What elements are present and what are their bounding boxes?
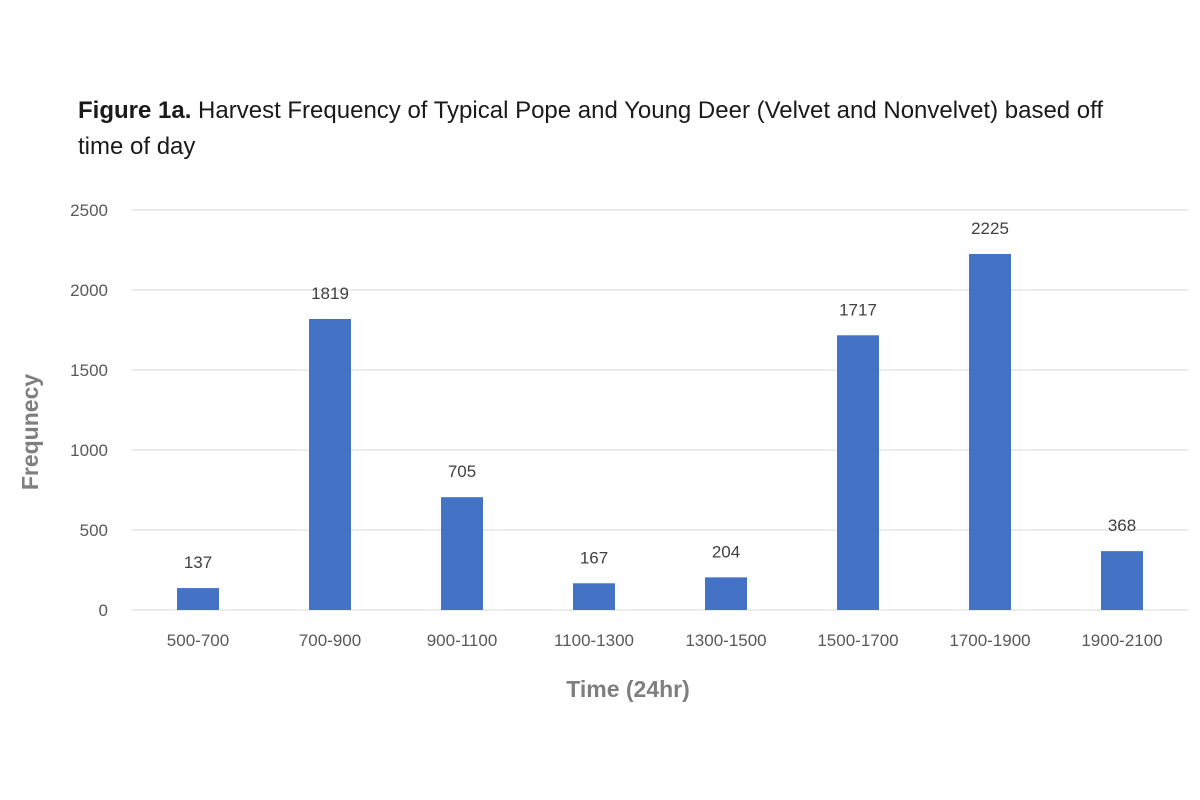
bar [177, 588, 219, 610]
bar [441, 497, 483, 610]
x-tick-label: 700-900 [299, 631, 361, 650]
data-label: 137 [184, 553, 212, 572]
data-label: 2225 [971, 219, 1009, 238]
x-tick-label: 500-700 [167, 631, 229, 650]
y-tick-label: 1500 [70, 361, 108, 380]
y-axis-title: Frequnecy [17, 374, 43, 491]
y-axis-ticks: 0 500 1000 1500 2000 2500 [70, 201, 108, 620]
x-tick-label: 1700-1900 [949, 631, 1030, 650]
gridlines [132, 209, 1188, 611]
x-tick-label: 1300-1500 [685, 631, 766, 650]
y-tick-label: 0 [99, 601, 108, 620]
data-label: 705 [448, 462, 476, 481]
y-tick-label: 2500 [70, 201, 108, 220]
y-tick-label: 500 [80, 521, 108, 540]
bar [837, 335, 879, 610]
title-text: Harvest Frequency of Typical Pope and Yo… [78, 97, 1104, 160]
bar [705, 577, 747, 610]
data-label: 368 [1108, 516, 1136, 535]
data-label: 1819 [311, 284, 349, 303]
chart-title: Figure 1a. Harvest Frequency of Typical … [78, 93, 1138, 165]
x-tick-label: 1900-2100 [1081, 631, 1162, 650]
y-tick-label: 2000 [70, 281, 108, 300]
bar [969, 254, 1011, 610]
bars [177, 254, 1143, 610]
x-tick-label: 1500-1700 [817, 631, 898, 650]
x-tick-label: 900-1100 [427, 631, 498, 650]
y-tick-label: 1000 [70, 441, 108, 460]
x-tick-label: 1100-1300 [554, 631, 634, 650]
bar [309, 318, 351, 610]
figure-label: Figure 1a. [78, 97, 192, 124]
bar [573, 583, 615, 610]
x-axis-title: Time (24hr) [566, 676, 690, 702]
bar [1101, 551, 1143, 610]
data-label: 204 [712, 542, 740, 561]
data-label: 167 [580, 548, 608, 567]
data-label: 1717 [839, 300, 877, 319]
x-axis-ticks: 500-700 700-900 900-1100 1100-1300 1300-1500… [167, 631, 1163, 650]
data-labels: 137 1819 705 167 204 1717 2225 368 [184, 219, 1136, 572]
